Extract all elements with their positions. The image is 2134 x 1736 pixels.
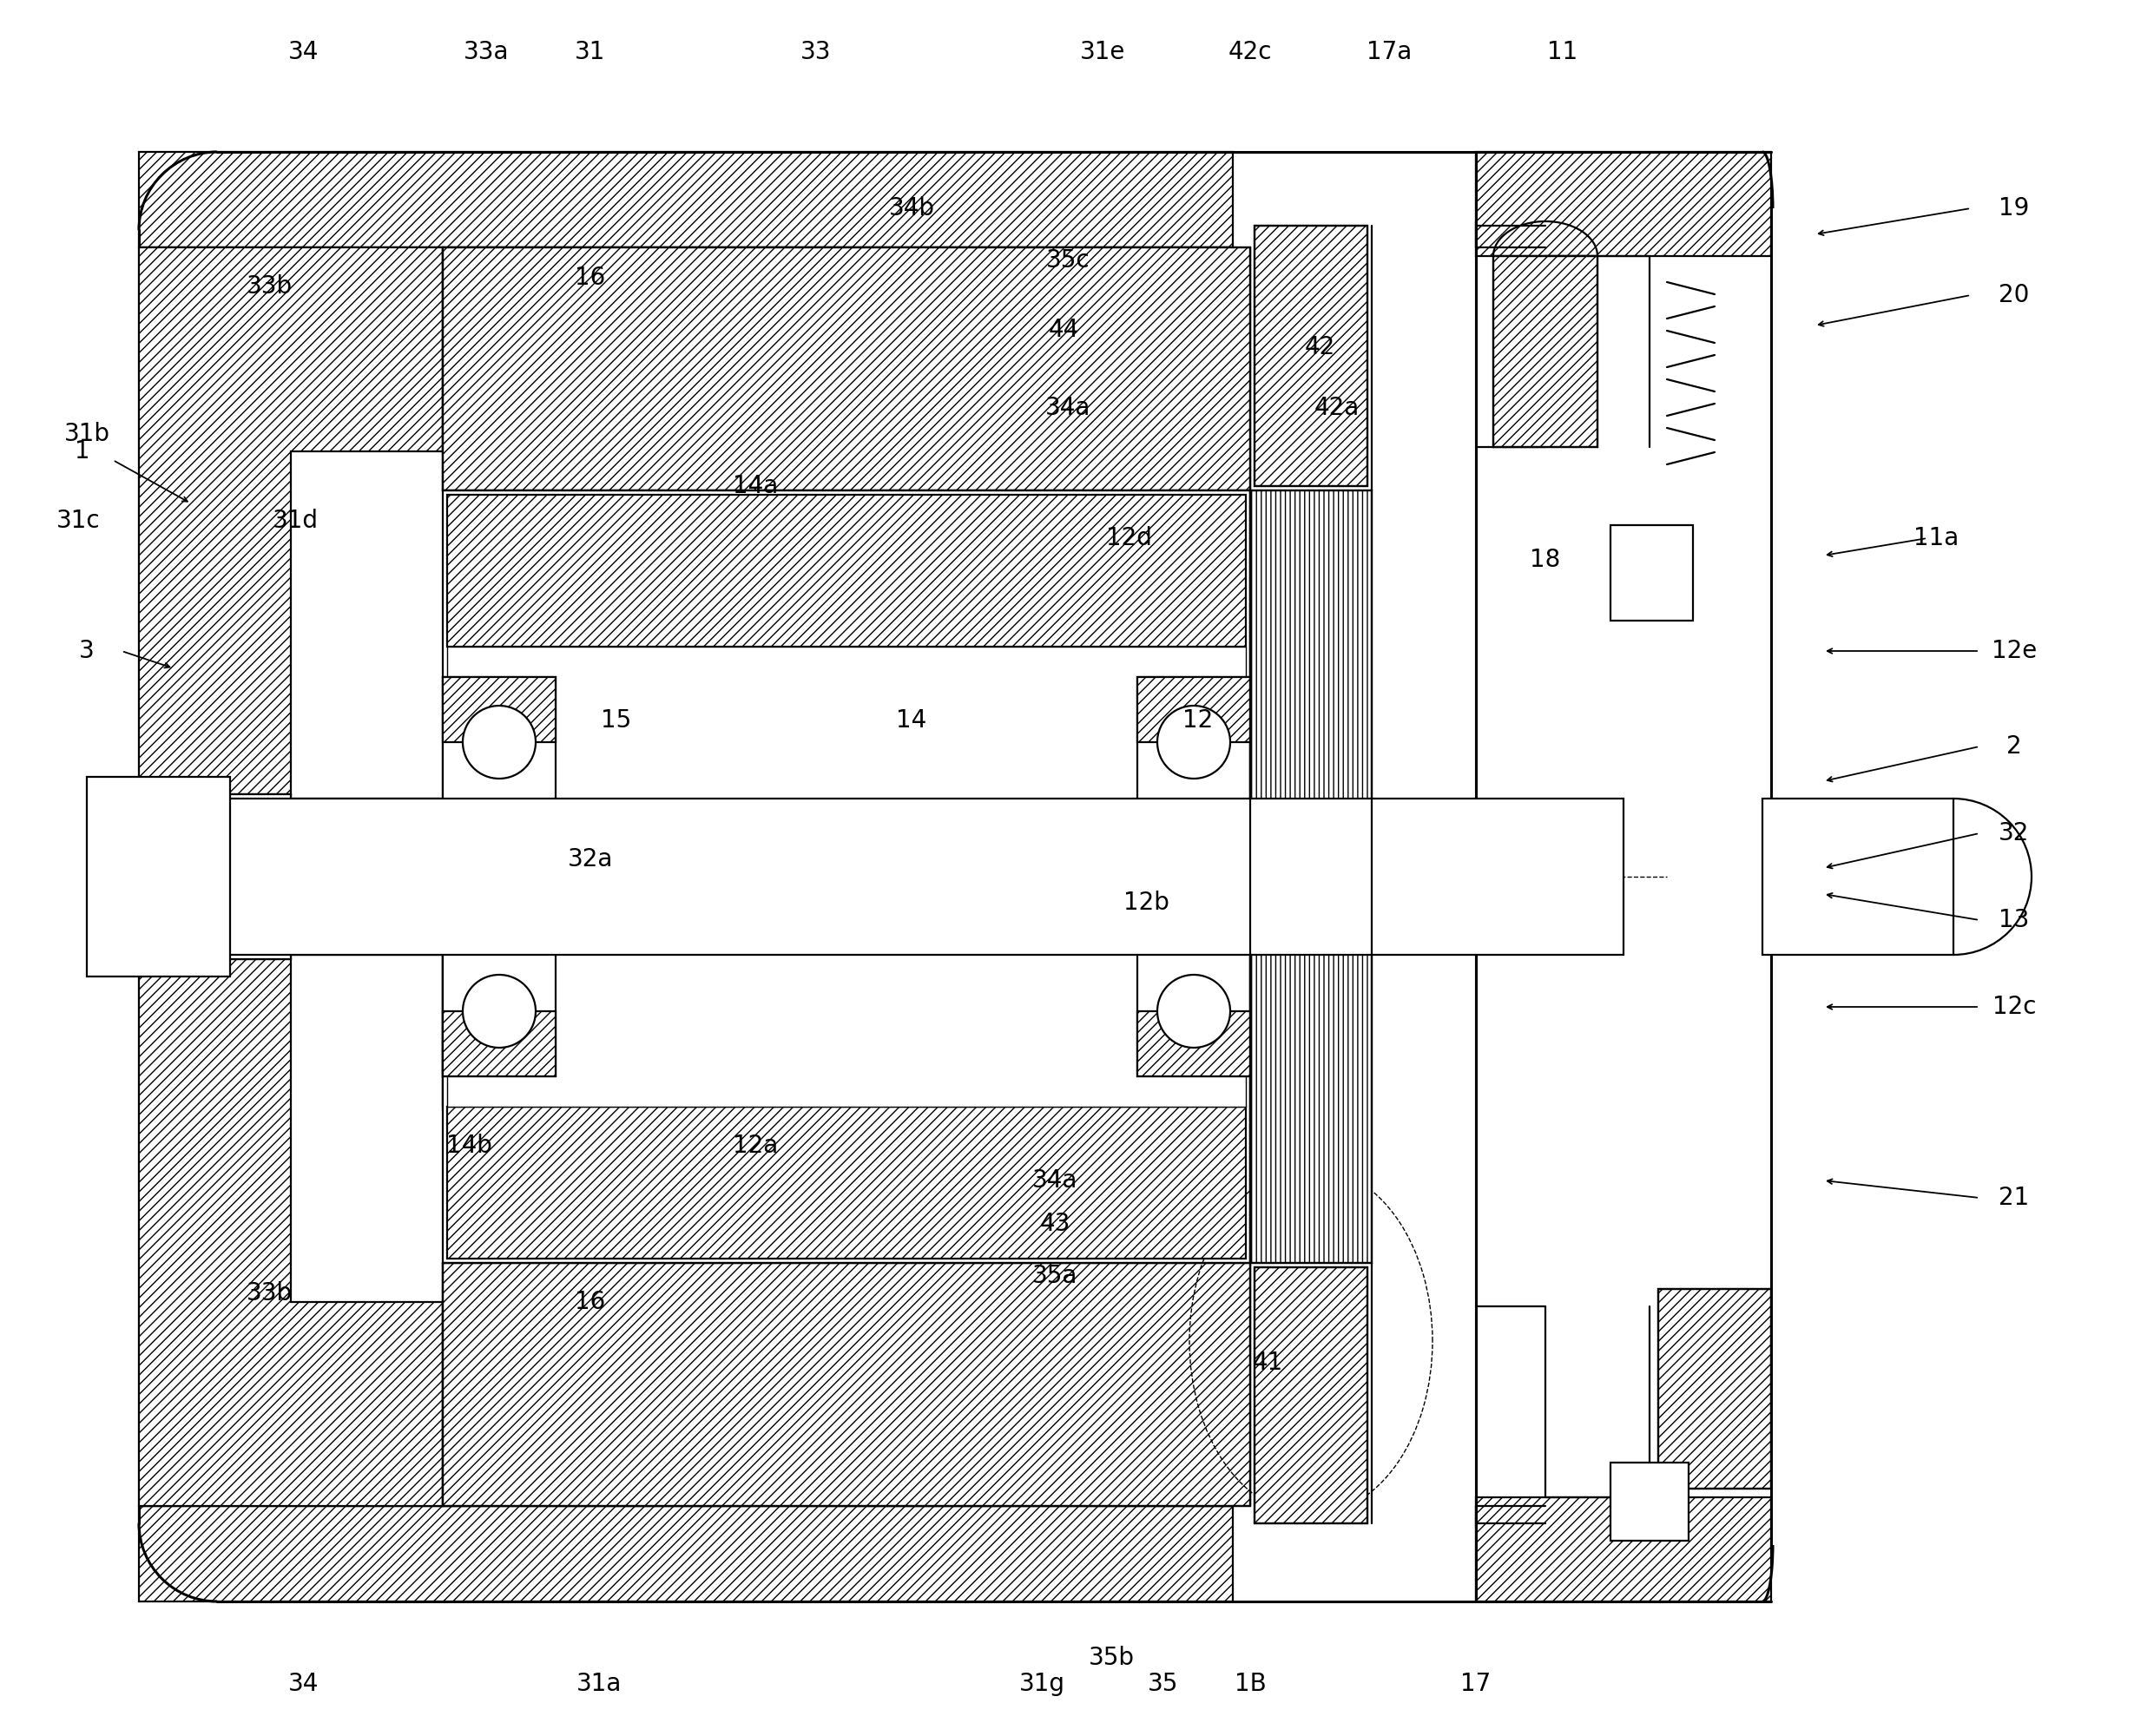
- Text: 44: 44: [1048, 318, 1080, 342]
- Text: 43: 43: [1039, 1212, 1071, 1236]
- Bar: [87, 778, 230, 976]
- Bar: [448, 495, 1246, 646]
- Bar: [1611, 524, 1692, 621]
- Polygon shape: [139, 247, 442, 795]
- Text: 34b: 34b: [888, 196, 935, 220]
- Circle shape: [1157, 976, 1229, 1047]
- Text: 1B: 1B: [1233, 1672, 1265, 1696]
- Bar: [139, 153, 1233, 247]
- Bar: [1658, 1288, 1771, 1488]
- Bar: [1255, 1267, 1368, 1524]
- Bar: [442, 1264, 1251, 1505]
- Bar: [1137, 677, 1251, 743]
- Text: 15: 15: [602, 708, 632, 733]
- Bar: [1658, 1288, 1771, 1488]
- Text: 34a: 34a: [1033, 1168, 1078, 1193]
- Text: 20: 20: [2000, 283, 2029, 307]
- Polygon shape: [139, 958, 442, 1505]
- Text: 33b: 33b: [245, 1281, 292, 1305]
- Bar: [442, 1264, 1251, 1505]
- Text: 31c: 31c: [55, 509, 100, 533]
- Bar: [1255, 226, 1368, 486]
- Circle shape: [1157, 705, 1229, 778]
- Text: 33b: 33b: [245, 274, 292, 299]
- Bar: [1494, 255, 1598, 446]
- Text: 2: 2: [2006, 734, 2021, 759]
- Bar: [1251, 490, 1372, 1264]
- Text: 33a: 33a: [463, 40, 510, 64]
- Bar: [448, 1108, 1246, 1259]
- Text: 14a: 14a: [732, 474, 779, 498]
- Text: 16: 16: [574, 1290, 606, 1314]
- Text: 32a: 32a: [568, 847, 612, 871]
- Bar: [1255, 1267, 1368, 1524]
- Text: 31: 31: [574, 40, 606, 64]
- Bar: [1477, 1496, 1771, 1601]
- Text: 16: 16: [574, 266, 606, 290]
- Text: 35b: 35b: [1088, 1646, 1135, 1670]
- Text: 31d: 31d: [273, 509, 318, 533]
- Bar: [130, 799, 1624, 955]
- Text: 31a: 31a: [576, 1672, 621, 1696]
- Text: 18: 18: [1530, 549, 1560, 573]
- Bar: [442, 247, 1251, 490]
- Bar: [442, 1010, 555, 1076]
- Text: 32: 32: [2000, 821, 2029, 845]
- Text: 34a: 34a: [1046, 396, 1090, 420]
- Circle shape: [463, 976, 536, 1047]
- Bar: [1251, 490, 1372, 1264]
- Text: 11a: 11a: [1914, 526, 1959, 550]
- Text: 21: 21: [2000, 1186, 2029, 1210]
- Text: 14b: 14b: [446, 1134, 491, 1158]
- Text: 14: 14: [896, 708, 926, 733]
- Text: 41: 41: [1253, 1351, 1283, 1375]
- Text: 17a: 17a: [1366, 40, 1413, 64]
- Bar: [1763, 799, 1953, 955]
- Text: 12c: 12c: [1993, 995, 2036, 1019]
- Bar: [1477, 153, 1771, 255]
- Bar: [442, 677, 555, 743]
- Bar: [442, 247, 1251, 490]
- Text: 31b: 31b: [64, 422, 109, 446]
- Bar: [1137, 1010, 1251, 1076]
- Text: 42: 42: [1304, 335, 1336, 359]
- Text: 35a: 35a: [1033, 1264, 1078, 1288]
- Bar: [442, 677, 555, 1076]
- Text: 35: 35: [1148, 1672, 1178, 1696]
- Text: 42a: 42a: [1315, 396, 1359, 420]
- Text: 12: 12: [1182, 708, 1214, 733]
- Text: 31g: 31g: [1018, 1672, 1065, 1696]
- Text: 35c: 35c: [1046, 248, 1090, 273]
- Text: 3: 3: [79, 639, 94, 663]
- Text: 12b: 12b: [1122, 891, 1169, 915]
- Text: 13: 13: [2000, 908, 2029, 932]
- Text: 42c: 42c: [1229, 40, 1272, 64]
- Text: 33: 33: [800, 40, 832, 64]
- Bar: [1255, 226, 1368, 486]
- Text: 31e: 31e: [1080, 40, 1125, 64]
- Bar: [139, 1505, 1233, 1601]
- Bar: [139, 795, 290, 958]
- Bar: [1611, 1462, 1688, 1542]
- Text: 1: 1: [75, 439, 90, 464]
- Text: 17: 17: [1460, 1672, 1492, 1696]
- Text: 11: 11: [1547, 40, 1577, 64]
- Text: 12a: 12a: [732, 1134, 779, 1158]
- Bar: [1137, 677, 1251, 1076]
- Bar: [1494, 255, 1598, 446]
- Text: 34: 34: [288, 40, 320, 64]
- Text: 19: 19: [2000, 196, 2029, 220]
- Circle shape: [463, 705, 536, 778]
- Text: 34: 34: [288, 1672, 320, 1696]
- Bar: [442, 490, 1251, 1264]
- Text: 12e: 12e: [1991, 639, 2036, 663]
- Text: 12d: 12d: [1105, 526, 1152, 550]
- Bar: [448, 646, 1246, 1108]
